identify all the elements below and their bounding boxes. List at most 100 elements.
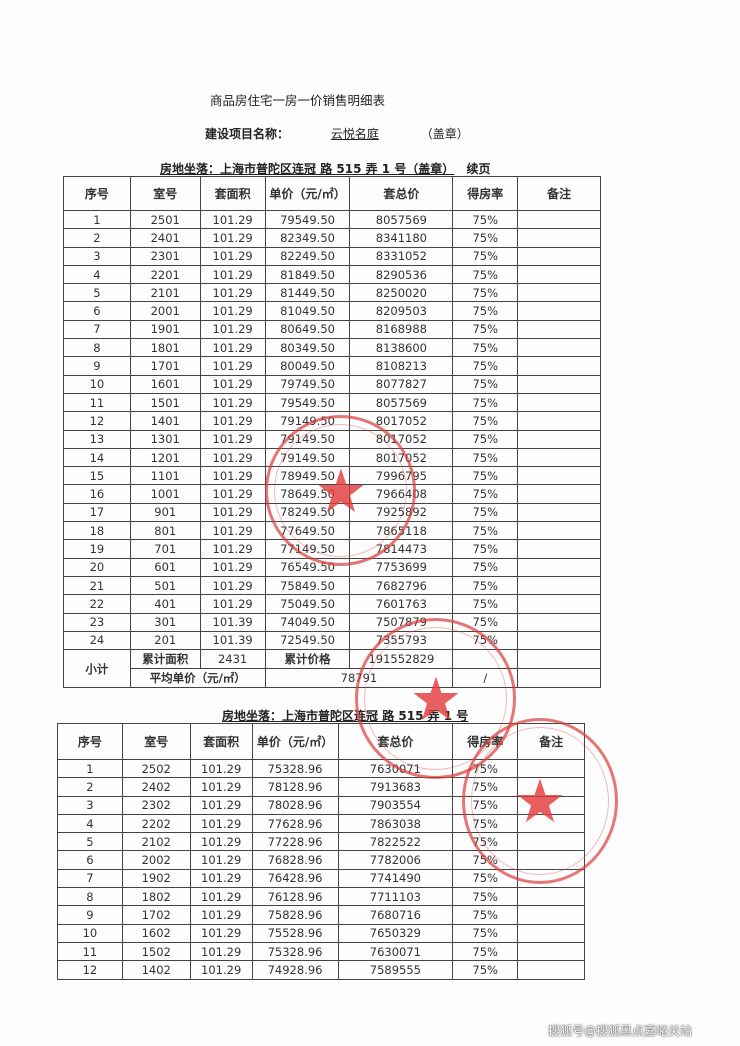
table-cell: 1602 <box>121 923 191 943</box>
table-cell: 75% <box>452 374 519 394</box>
table-cell: 16 <box>63 484 131 504</box>
project-label: 建设项目名称： <box>205 127 290 141</box>
column-header: 单价（元/㎡） <box>264 176 351 211</box>
total-price: 191552829 <box>349 649 454 670</box>
table-cell: 101.29 <box>199 319 266 340</box>
table-cell: 101.29 <box>199 392 266 413</box>
table-cell: 7966408 <box>349 484 454 504</box>
table-cell: 8057569 <box>349 209 454 230</box>
table-cell: 101.29 <box>199 557 266 577</box>
table-cell <box>517 319 601 340</box>
table-cell: 8017052 <box>349 411 454 431</box>
table-cell: 1001 <box>129 484 201 504</box>
table-cell: 101.29 <box>189 758 253 779</box>
total-area: 2431 <box>199 649 266 670</box>
table-cell <box>517 484 601 504</box>
table-row: 8 1801 101.29 80349.50 8138600 75% <box>63 338 601 358</box>
table-cell: 75% <box>452 392 519 413</box>
table-cell: 75% <box>452 502 519 523</box>
table-cell: 80649.50 <box>264 319 351 340</box>
location-label: 房地坐落： <box>160 162 221 176</box>
table-cell: 101.29 <box>199 411 266 431</box>
table-cell: 101.29 <box>199 521 266 541</box>
table-cell: 101.29 <box>189 905 253 925</box>
table-cell: 2302 <box>121 795 191 815</box>
table-cell <box>517 264 601 285</box>
table-cell: 75% <box>452 338 519 358</box>
table-cell: 75% <box>452 521 519 541</box>
table-cell: 6 <box>63 301 131 321</box>
table-cell: 17 <box>63 502 131 523</box>
table-row: 7 1901 101.29 80649.50 8168988 75% <box>63 319 601 340</box>
table-cell: 9 <box>63 356 131 376</box>
table-cell <box>517 630 601 651</box>
project-name: 云悦名庭 <box>330 127 379 141</box>
table-cell: 2102 <box>121 832 191 852</box>
table-cell: 4 <box>63 264 131 285</box>
table-row: 23 301 101.39 74049.50 7507879 75% <box>63 612 601 632</box>
table-row: 10 1602 101.29 75528.96 7650329 75% <box>57 923 585 943</box>
table-cell: 81049.50 <box>264 301 351 321</box>
project-line: 建设项目名称： 云悦名庭 （盖章） <box>205 125 469 142</box>
table-cell: 2502 <box>121 758 191 779</box>
table-cell: 75% <box>452 758 519 779</box>
table-cell: 1901 <box>129 319 201 340</box>
table-cell: 11 <box>63 392 131 413</box>
table-row: 9 1701 101.29 80049.50 8108213 75% <box>63 356 601 376</box>
table-cell: 81849.50 <box>264 264 351 285</box>
table-cell: 75849.50 <box>264 575 351 596</box>
table-cell: 79149.50 <box>264 411 351 431</box>
column-header: 备注 <box>517 723 585 760</box>
table-cell: 75% <box>452 411 519 431</box>
column-header: 备注 <box>517 176 601 211</box>
table-cell <box>517 777 585 797</box>
table-cell: 77628.96 <box>251 813 339 834</box>
table-cell: 101.29 <box>199 466 266 486</box>
table-cell: 101.29 <box>189 832 253 852</box>
table-cell: 78128.96 <box>251 777 339 797</box>
table-cell: 75% <box>452 795 519 815</box>
table-cell: 78649.50 <box>264 484 351 504</box>
table-cell: 101.29 <box>199 539 266 559</box>
table-cell: 23 <box>63 612 131 632</box>
table-cell: 79549.50 <box>264 392 351 413</box>
table-cell: 72549.50 <box>264 630 351 651</box>
table-cell: 7925892 <box>349 502 454 523</box>
table-cell: 101.29 <box>189 923 253 943</box>
column-header: 序号 <box>63 176 131 211</box>
table-cell <box>517 466 601 486</box>
table-cell <box>517 246 601 266</box>
table-row: 6 2001 101.29 81049.50 8209503 75% <box>63 301 601 321</box>
table-cell: 901 <box>129 502 201 523</box>
table-cell: 7 <box>57 868 123 889</box>
table-cell <box>517 447 601 468</box>
table-cell <box>517 868 585 889</box>
column-header: 套面积 <box>199 176 266 211</box>
table-cell: 1501 <box>129 392 201 413</box>
table-cell: 74928.96 <box>251 960 339 980</box>
table-cell: 75% <box>452 887 519 907</box>
table-cell: 8209503 <box>349 301 454 321</box>
continued-label: 续页 <box>466 162 491 176</box>
table-row: 13 1301 101.29 79149.50 8017052 75% <box>63 429 601 449</box>
table-cell: 77649.50 <box>264 521 351 541</box>
table-row: 12 1402 101.29 74928.96 7589555 75% <box>57 960 585 980</box>
table-row: 4 2202 101.29 77628.96 7863038 75% <box>57 813 585 834</box>
table-cell: 7507879 <box>349 612 454 632</box>
table-cell: 22 <box>63 594 131 614</box>
table-row: 11 1501 101.29 79549.50 8057569 75% <box>63 392 601 413</box>
table-cell: 1 <box>63 209 131 230</box>
price-label: 累计价格 <box>264 649 351 670</box>
table-cell <box>517 392 601 413</box>
table-cell: 1601 <box>129 374 201 394</box>
table-cell: 7711103 <box>337 887 454 907</box>
table-row: 21 501 101.29 75849.50 7682796 75% <box>63 575 601 596</box>
table-cell: 2402 <box>121 777 191 797</box>
table-cell: 8168988 <box>349 319 454 340</box>
table-cell: 78949.50 <box>264 466 351 486</box>
table-cell: 75% <box>452 466 519 486</box>
table-cell: 75% <box>452 228 519 248</box>
table-cell: 101.29 <box>189 795 253 815</box>
table-cell: 101.29 <box>199 447 266 468</box>
table-cell: 76549.50 <box>264 557 351 577</box>
